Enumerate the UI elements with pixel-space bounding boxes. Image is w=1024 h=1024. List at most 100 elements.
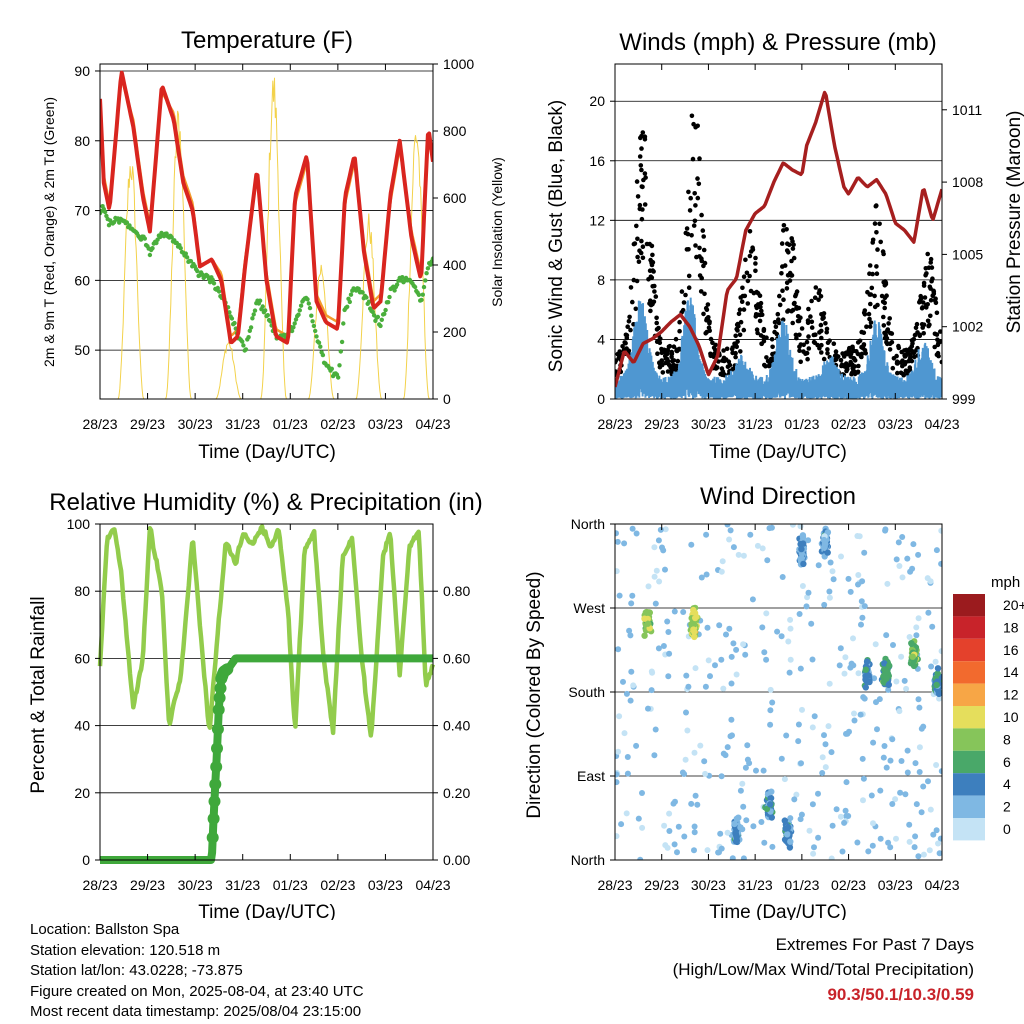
dewpoint-point (419, 297, 424, 303)
rh-y-tick-label: 100 (67, 516, 91, 532)
dewpoint-point (195, 268, 200, 274)
x-tick-label: 04/23 (924, 416, 959, 432)
direction-point (826, 680, 833, 687)
gust-point (741, 307, 747, 312)
direction-point (767, 686, 774, 693)
direction-point (880, 754, 887, 761)
direction-point (893, 678, 900, 685)
direction-point (889, 736, 896, 743)
direction-point (821, 601, 828, 608)
direction-point (670, 800, 677, 807)
gust-point (627, 314, 632, 320)
direction-point (737, 787, 744, 794)
direction-cluster-point (690, 626, 697, 633)
direction-point (861, 549, 868, 556)
gust-point (753, 312, 759, 317)
direction-point (740, 855, 747, 860)
dewpoint-point (188, 259, 194, 264)
gust-point (930, 276, 935, 282)
direction-point (684, 727, 691, 734)
direction-point (621, 730, 628, 737)
dewpoint-point (392, 288, 397, 293)
direction-cluster-point (731, 820, 738, 828)
gust-point (745, 278, 751, 284)
dewpoint-point (169, 235, 174, 240)
direction-cluster-point (908, 640, 915, 648)
direction-point (906, 821, 913, 828)
direction-point (662, 842, 669, 849)
direction-cluster-point (691, 633, 698, 641)
gust-point (923, 266, 929, 271)
gust-point (816, 290, 822, 296)
direction-point (847, 588, 854, 595)
direction-point (913, 624, 920, 631)
gust-point (816, 297, 821, 303)
temperature-title: Temperature (F) (181, 27, 353, 54)
gust-point (664, 356, 670, 362)
precipitation-point (209, 778, 222, 791)
direction-point (870, 820, 876, 827)
gust-point (625, 324, 630, 330)
gust-point (660, 370, 666, 375)
direction-point (911, 844, 918, 851)
direction-point (698, 574, 705, 581)
gust-point (819, 335, 824, 341)
direction-point (783, 732, 790, 739)
dewpoint-point (360, 290, 365, 295)
dewpoint-point (178, 246, 183, 251)
direction-cluster-point (798, 545, 805, 553)
direction-point (830, 576, 837, 583)
gust-point (782, 263, 788, 268)
gust-point (647, 241, 652, 247)
solar-y-tick-label: 800 (443, 123, 467, 139)
dewpoint-point (251, 312, 256, 317)
dewpoint-point (375, 314, 381, 320)
gust-point (648, 302, 654, 308)
gust-point (909, 358, 915, 364)
gust-point (739, 299, 745, 305)
direction-point (764, 557, 771, 564)
gust-point (637, 202, 643, 208)
gust-point (882, 300, 887, 306)
station-elevation: Station elevation: 120.518 m (30, 941, 221, 959)
direction-point (660, 643, 667, 649)
extremes-title: Extremes For Past 7 Days (775, 935, 974, 954)
direction-point (872, 641, 879, 648)
winds-plot-frame (614, 63, 943, 400)
gust-point (781, 297, 786, 303)
gust-point (935, 337, 940, 343)
temp-2m-line (100, 70, 433, 345)
direction-point (927, 806, 934, 813)
direction-point (795, 738, 802, 745)
direction-point (730, 640, 737, 647)
gust-point (630, 299, 635, 305)
colorbar-swatch (953, 728, 985, 751)
direction-point (854, 839, 861, 846)
gust-point (827, 338, 832, 344)
direction-point (758, 819, 765, 825)
direction-point (665, 629, 672, 635)
gust-point (859, 344, 864, 350)
direction-point (796, 611, 803, 617)
direction-point (933, 827, 940, 834)
direction-point (786, 669, 793, 676)
direction-point (662, 566, 668, 573)
direction-point (927, 578, 934, 585)
gust-point (640, 184, 645, 190)
gust-point (615, 359, 618, 365)
gust-point (671, 358, 677, 363)
gust-point (649, 275, 655, 281)
gust-point (794, 304, 799, 310)
direction-point (915, 853, 922, 860)
gust-point (781, 223, 787, 228)
direction-point (883, 764, 890, 771)
direction-point (932, 658, 939, 665)
direction-point (724, 744, 731, 751)
precipitation-point (211, 742, 223, 755)
x-tick-label: 28/23 (597, 416, 632, 432)
gust-point (757, 318, 763, 324)
gust-point (920, 325, 925, 330)
gust-point (798, 359, 803, 365)
gust-point (790, 246, 796, 251)
dewpoint-point (356, 286, 361, 291)
